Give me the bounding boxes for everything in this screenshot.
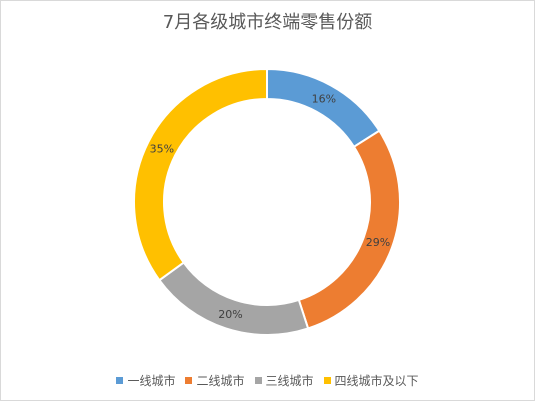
legend-label-tier3: 三线城市	[265, 374, 314, 388]
chart-title: 7月各级城市终端零售份额	[162, 12, 373, 33]
legend-swatch-tier3	[254, 377, 262, 384]
legend-label-tier2: 二线城市	[196, 374, 245, 388]
legend-item-tier2: 二线城市	[185, 372, 245, 389]
slice-label-tier4: 35%	[150, 142, 174, 155]
legend-swatch-tier2	[185, 377, 193, 384]
legend-swatch-tier4	[323, 377, 331, 384]
slice-label-tier3: 20%	[218, 308, 242, 321]
chart-legend: 一线城市 二线城市 三线城市 四线城市及以下	[0, 372, 535, 389]
slice-tier2	[297, 129, 401, 330]
slice-label-tier2: 29%	[366, 236, 390, 249]
legend-item-tier3: 三线城市	[254, 372, 314, 389]
slice-tier4	[133, 67, 268, 282]
legend-swatch-tier1	[116, 377, 124, 384]
legend-label-tier4: 四线城市及以下	[334, 374, 419, 388]
legend-item-tier4: 四线城市及以下	[323, 372, 419, 389]
slice-tier3	[158, 261, 310, 336]
legend-item-tier1: 一线城市	[116, 372, 175, 389]
slice-label-tier1: 16%	[312, 93, 336, 106]
slice-tier1	[266, 67, 381, 149]
legend-label-tier1: 一线城市	[127, 374, 176, 388]
